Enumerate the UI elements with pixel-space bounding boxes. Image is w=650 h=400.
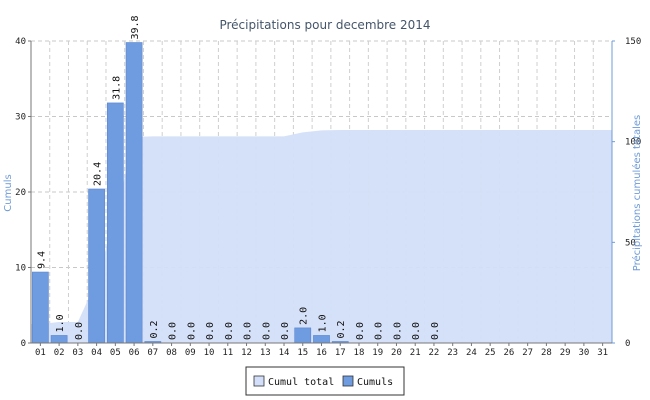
bar-value-label: 0.0 [280, 322, 291, 340]
x-tick-label: 26 [503, 348, 514, 358]
bar-value-label: 0.0 [205, 322, 216, 340]
bar-value-label: 0.0 [374, 322, 385, 340]
bar-value-label: 0.2 [149, 320, 160, 338]
x-tick-label: 21 [410, 348, 421, 358]
x-tick-label: 09 [185, 348, 196, 358]
x-tick-label: 30 [578, 348, 589, 358]
right-y-tick-label: 150 [625, 37, 641, 47]
right-y-tick-label: 50 [625, 238, 636, 248]
x-tick-label: 17 [335, 348, 346, 358]
cumulative-area-layer [31, 129, 612, 343]
x-tick-label: 25 [485, 348, 496, 358]
x-tick-label: 13 [260, 348, 271, 358]
x-tick-labels: 01 02 03 04 05 06 07 08 09 10 11 12 13 14 15 16 17 18 19 20… [35, 343, 608, 358]
x-tick-label: 29 [560, 348, 571, 358]
right-y-tick-label: 100 [625, 138, 641, 148]
left-y-tick-label: 40 [15, 37, 26, 47]
x-tick-label: 19 [372, 348, 383, 358]
left-y-tick-label: 20 [15, 188, 26, 198]
bar-cumuls [50, 335, 68, 344]
legend: Cumul total Cumuls [245, 366, 405, 396]
right-y-tick-labels: 0 50 100 150 [612, 37, 641, 349]
bar-value-label: 0.0 [243, 322, 254, 340]
x-tick-label: 18 [354, 348, 365, 358]
bar-value-label: 0.0 [355, 322, 366, 340]
bar-cumuls [32, 271, 49, 344]
bar-value-label: 0.0 [224, 322, 235, 340]
bar-value-label: 2.0 [299, 307, 310, 325]
x-tick-label: 31 [597, 348, 608, 358]
x-tick-label: 24 [466, 348, 477, 358]
x-tick-label: 08 [166, 348, 177, 358]
left-y-tick-label: 10 [15, 264, 26, 274]
chart-title: Précipitations pour decembre 2014 [219, 18, 430, 32]
x-tick-label: 27 [522, 348, 533, 358]
x-tick-label: 10 [204, 348, 215, 358]
x-tick-label: 23 [447, 348, 458, 358]
left-axis-title: Cumuls [3, 174, 14, 211]
x-tick-label: 07 [147, 348, 158, 358]
x-tick-label: 16 [316, 348, 327, 358]
bar-value-label: 1.0 [55, 314, 66, 332]
bar-value-label: 0.0 [186, 322, 197, 340]
left-y-tick-label: 0 [21, 339, 26, 349]
bar-value-label: 0.0 [430, 322, 441, 340]
right-y-tick-label: 0 [625, 339, 630, 349]
x-tick-label: 03 [72, 348, 83, 358]
bar-value-label: 0.0 [392, 322, 403, 340]
x-tick-label: 15 [297, 348, 308, 358]
bar-cumuls [125, 42, 143, 344]
legend-label-cumul-total: Cumul total [268, 377, 334, 388]
bar-cumuls [88, 188, 105, 344]
bar-value-labels: 9.4 1.0 0.0 20.4 31.8 39.8 0.2 0.0 0.0 0.0 0.0 0.0 0… [36, 15, 441, 340]
bar-cumuls [313, 335, 330, 344]
legend-box [245, 366, 405, 396]
bar-value-label: 0.0 [411, 322, 422, 340]
x-tick-label: 05 [110, 348, 121, 358]
x-tick-label: 22 [429, 348, 440, 358]
bar-value-label: 1.0 [318, 314, 329, 332]
x-tick-label: 01 [35, 348, 46, 358]
bar-value-label: 0.0 [168, 322, 179, 340]
bar-cumuls [106, 102, 124, 344]
bar-value-label: 31.8 [111, 76, 122, 100]
bar-value-label: 9.4 [36, 251, 47, 269]
left-y-tick-label: 30 [15, 113, 26, 123]
cumul-total-area [31, 129, 612, 343]
legend-swatch-cumul-total [253, 375, 265, 387]
x-tick-label: 12 [241, 348, 252, 358]
x-tick-label: 11 [222, 348, 233, 358]
x-tick-label: 04 [91, 348, 102, 358]
bar-value-label: 0.0 [74, 322, 85, 340]
bar-value-label: 0.2 [336, 320, 347, 338]
bars-layer [32, 42, 349, 344]
legend-label-cumuls: Cumuls [357, 377, 393, 388]
legend-swatch-cumuls [342, 375, 354, 387]
x-tick-label: 02 [54, 348, 65, 358]
x-tick-label: 14 [279, 348, 290, 358]
bar-cumuls [294, 327, 312, 344]
bar-value-label: 39.8 [130, 15, 141, 39]
bar-value-label: 20.4 [93, 162, 104, 186]
x-tick-label: 28 [541, 348, 552, 358]
left-y-tick-labels: 0 10 20 30 40 [15, 37, 31, 349]
x-tick-label: 06 [129, 348, 140, 358]
x-tick-label: 20 [391, 348, 402, 358]
bar-value-label: 0.0 [261, 322, 272, 340]
right-axis-title: Précipitations cumulées totales [631, 115, 643, 272]
